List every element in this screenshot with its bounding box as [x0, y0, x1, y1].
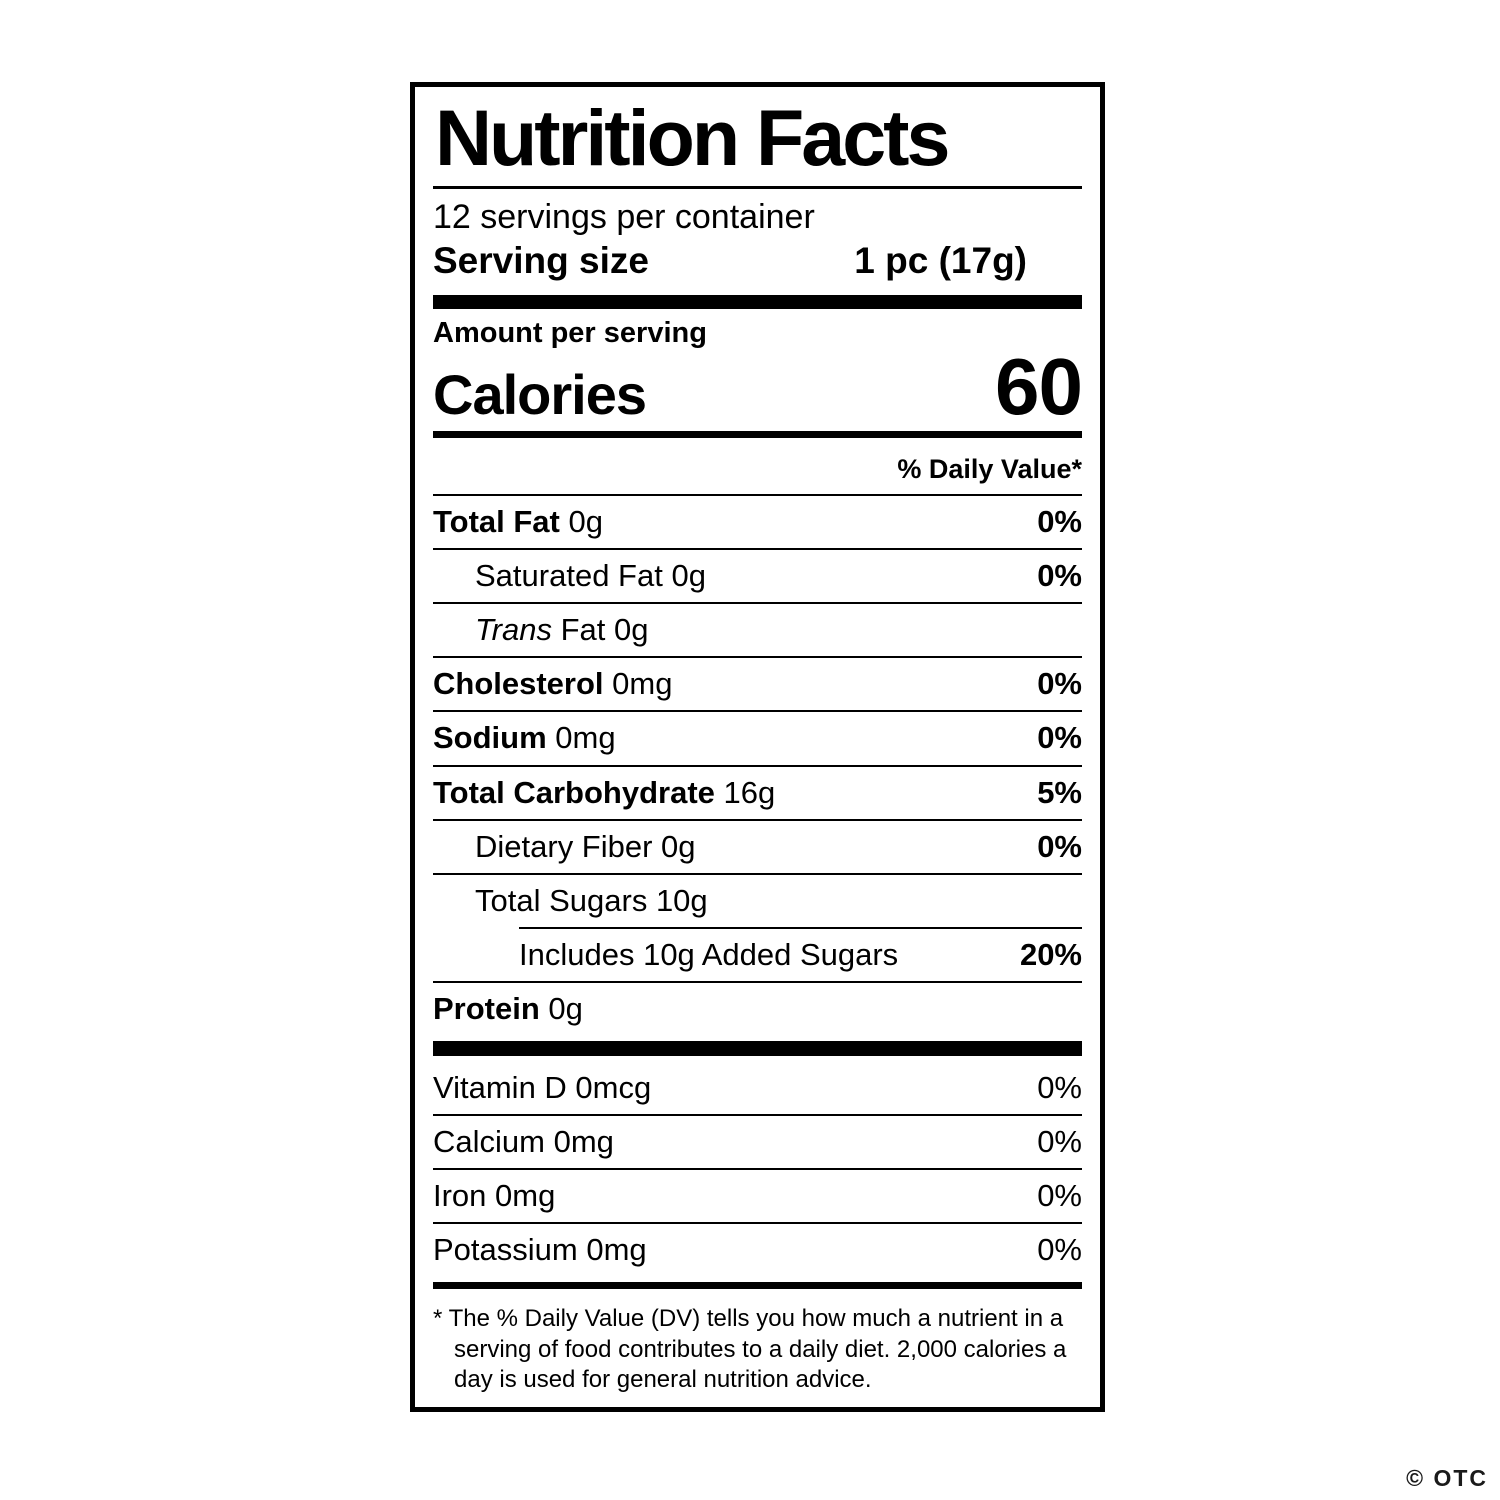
- nutrient-row: Total Carbohydrate 16g 5%: [433, 764, 1082, 819]
- nutrient-name: Includes 10g Added Sugars: [519, 936, 899, 972]
- daily-value-percent: 0%: [1037, 720, 1082, 756]
- nutrient-amount: 0g: [662, 558, 706, 594]
- servings-per-container: 12 servings per container: [433, 198, 815, 237]
- nutrient-amount: 0mg: [603, 666, 673, 702]
- nutrient-rows: Total Fat 0g 0% Saturated Fat 0g 0% Trans Fa…: [433, 496, 1082, 1035]
- nutrient-row: Total Fat 0g 0%: [433, 496, 1082, 548]
- amount-per-serving-label: Amount per serving: [433, 317, 707, 350]
- daily-value-percent: 0%: [1037, 1231, 1082, 1267]
- daily-value-percent: 0%: [1037, 504, 1082, 540]
- nutrient-row: Total Sugars 10g: [433, 872, 1082, 927]
- calories-row: Calories 60: [433, 341, 1083, 431]
- nutrient-name: Potassium 0mg: [433, 1231, 647, 1267]
- nutrient-row: Vitamin D 0mcg 0%: [433, 1062, 1082, 1114]
- nutrient-row: Includes 10g Added Sugars 20%: [519, 926, 1082, 981]
- daily-value-footnote: * The % Daily Value (DV) tells you how m…: [433, 1305, 1067, 1393]
- nutrient-name: Calcium 0mg: [433, 1123, 614, 1159]
- micronutrient-rows: Vitamin D 0mcg 0% Calcium 0mg 0% Iron 0mg 0% P…: [433, 1062, 1082, 1276]
- nutrient-amount: 0g: [539, 990, 583, 1026]
- section-divider-bar: [433, 430, 1082, 439]
- nutrient-row: Iron 0mg 0%: [433, 1167, 1082, 1222]
- nutrient-name: Iron 0mg: [433, 1177, 556, 1213]
- serving-size-row: Serving size 1 pc (17g): [433, 240, 1082, 283]
- nutrient-row: Cholesterol 0mg 0%: [433, 656, 1082, 710]
- nutrient-name: Vitamin D 0mcg: [433, 1069, 652, 1105]
- section-divider-bar: [433, 1281, 1082, 1290]
- section-divider-bar: [433, 1040, 1082, 1056]
- nutrient-amount: 0g: [605, 612, 649, 648]
- daily-value-percent: 0%: [1037, 558, 1082, 594]
- nutrient-name: Total Sugars 10g: [475, 882, 708, 918]
- serving-size-label: Serving size: [433, 240, 649, 282]
- nutrient-amount: 0g: [652, 828, 696, 864]
- nutrient-row: Calcium 0mg 0%: [433, 1113, 1082, 1168]
- nutrient-name: Total Carbohydrate 16g: [433, 774, 776, 810]
- daily-value-percent: 0%: [1037, 1123, 1082, 1159]
- nutrient-amount: 0mg: [546, 720, 616, 756]
- daily-value-percent: 0%: [1037, 1069, 1082, 1105]
- section-divider-bar: [433, 294, 1082, 310]
- nutrient-amount: 0mg: [544, 1123, 614, 1159]
- daily-value-percent: 0%: [1037, 1177, 1082, 1213]
- nutrient-row: Potassium 0mg 0%: [433, 1221, 1082, 1276]
- nutrient-amount: 0mg: [486, 1177, 556, 1213]
- nutrient-row: Trans Fat 0g: [433, 602, 1082, 656]
- daily-value-percent: 0%: [1037, 828, 1082, 864]
- nutrient-name: Dietary Fiber 0g: [475, 828, 696, 864]
- calories-value: 60: [995, 341, 1083, 431]
- daily-value-percent: 0%: [1037, 666, 1082, 702]
- nutrition-facts-label: Nutrition Facts 12 servings per containe…: [410, 82, 1105, 1412]
- nutrient-amount: 0mcg: [566, 1069, 652, 1105]
- nutrient-name: Sodium 0mg: [433, 720, 616, 756]
- daily-value-header: % Daily Value*: [433, 444, 1082, 497]
- nutrient-amount: 0mg: [577, 1231, 647, 1267]
- serving-size-value: 1 pc (17g): [854, 240, 1027, 282]
- calories-label: Calories: [433, 362, 647, 426]
- nutrient-name: Cholesterol 0mg: [433, 666, 673, 702]
- nutrient-name: Trans Fat 0g: [475, 612, 649, 648]
- nutrient-row: Protein 0g: [433, 980, 1082, 1035]
- nutrient-amount: 0g: [559, 504, 603, 540]
- nutrient-row: Saturated Fat 0g 0%: [433, 548, 1082, 602]
- nutrient-row: Dietary Fiber 0g 0%: [433, 818, 1082, 873]
- copyright-watermark: © OTC: [1406, 1465, 1488, 1491]
- nutrient-amount: 10g: [647, 882, 708, 918]
- nutrient-name: Protein 0g: [433, 990, 583, 1026]
- daily-value-percent: 5%: [1037, 774, 1082, 810]
- nutrition-facts-title: Nutrition Facts: [433, 95, 1082, 190]
- nutrient-name: Saturated Fat 0g: [475, 558, 706, 594]
- daily-value-percent: 20%: [1019, 936, 1082, 972]
- nutrient-row: Sodium 0mg 0%: [433, 710, 1082, 764]
- nutrient-name: Total Fat 0g: [433, 504, 603, 540]
- nutrient-amount: 16g: [714, 774, 776, 810]
